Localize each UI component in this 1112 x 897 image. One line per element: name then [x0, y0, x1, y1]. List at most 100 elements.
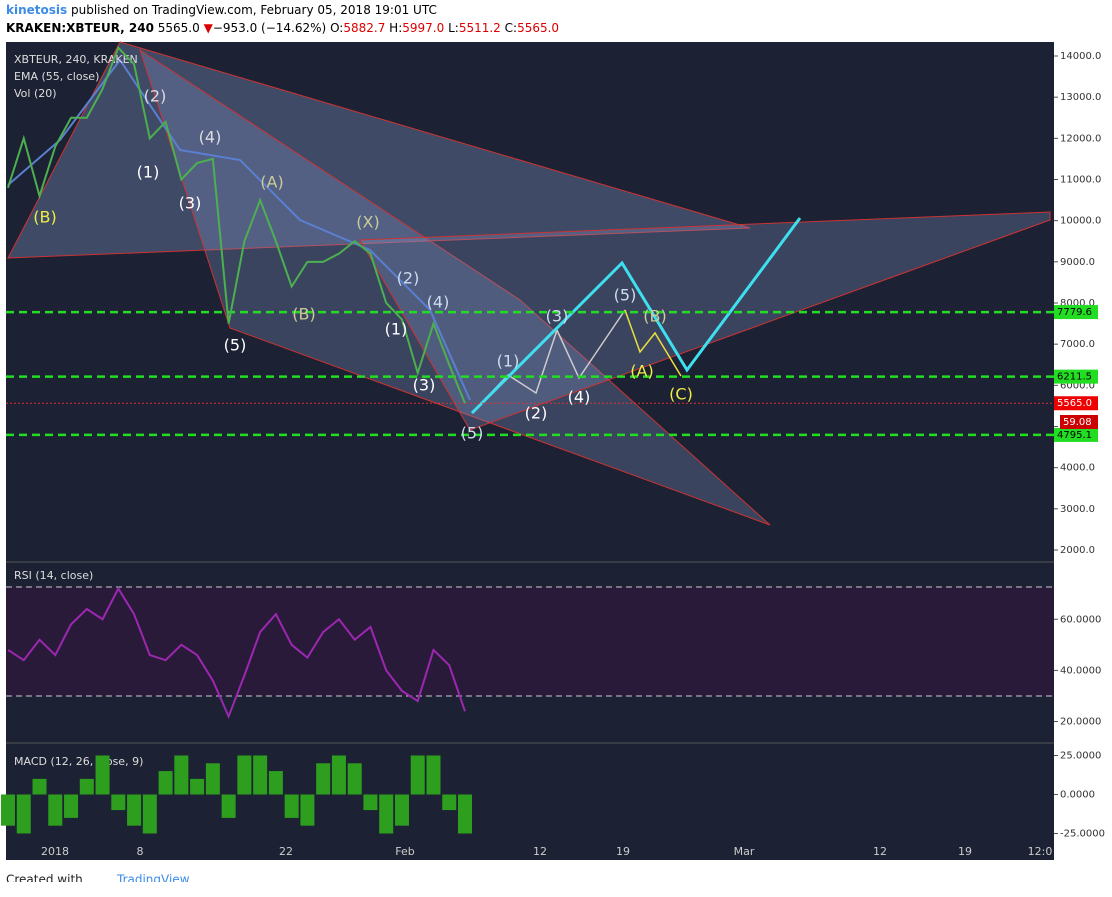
macd-bar — [158, 771, 173, 795]
macd-bar — [95, 755, 110, 795]
ohlc-key: C: — [504, 21, 518, 35]
x-tick-label: 2018 — [41, 845, 69, 858]
x-tick-label: Mar — [734, 845, 755, 858]
macd-bar — [253, 755, 268, 795]
channel — [139, 48, 771, 526]
y-tick-label: 0.0000 — [1060, 789, 1095, 800]
ohlc-key: L: — [448, 21, 459, 35]
published: published on TradingView.com, February 0… — [70, 3, 437, 17]
macd-bar — [379, 794, 394, 834]
macd-bar — [64, 794, 79, 818]
legend: XBTEUR, 240, KRAKEN — [14, 53, 138, 66]
footer: Created with — [6, 873, 83, 883]
x-tick-label: 12:0 — [1028, 845, 1053, 858]
macd-bar — [1, 794, 15, 826]
wave-label: (4) — [427, 293, 450, 312]
macd-bar — [426, 755, 441, 795]
y-tick-label: 9000.0 — [1060, 257, 1095, 268]
macd-bar — [190, 778, 205, 795]
y-tick-label: 6000.0 — [1060, 380, 1095, 391]
y-tick-label: 14000.0 — [1060, 51, 1101, 62]
author[interactable]: kinetosis — [6, 3, 68, 17]
macd-bar — [127, 794, 142, 826]
legend: Vol (20) — [14, 87, 57, 100]
y-tick-label: 7000.0 — [1060, 339, 1095, 350]
x-tick-label: 19 — [958, 845, 972, 858]
macd-bar — [268, 771, 283, 795]
arrow: ▼ — [203, 21, 213, 35]
macd-bar — [347, 763, 362, 795]
y-tick-label: 60.0000 — [1060, 614, 1101, 625]
ohlc-key: O: — [330, 21, 344, 35]
macd-bar — [331, 755, 346, 795]
wave-label: (5) — [614, 286, 637, 305]
macd-bar — [442, 794, 457, 811]
macd-bar — [142, 794, 157, 834]
projection — [624, 309, 682, 377]
last: 5565.0 — [157, 21, 200, 35]
ema — [7, 58, 471, 401]
wave-label: (B) — [33, 208, 56, 227]
y-tick-label: 13000.0 — [1060, 92, 1101, 103]
last-tag — [1054, 396, 1098, 411]
wave-label: (X) — [356, 213, 379, 232]
wave-label: (A) — [630, 362, 653, 381]
brand[interactable]: TradingView — [116, 873, 190, 883]
wave-label: (1) — [385, 320, 408, 339]
y-tick-label: 11000.0 — [1060, 175, 1101, 186]
macd-bar — [300, 794, 315, 826]
ohlc-value: 5882.7 — [343, 21, 386, 35]
macd-bar — [394, 794, 409, 826]
wave-label: (3) — [413, 376, 436, 395]
level-label: 4795.1 — [1057, 430, 1092, 441]
y-tick-label: 40.0000 — [1060, 665, 1101, 676]
legend: RSI (14, close) — [14, 569, 93, 582]
symbol: KRAKEN:XBTEUR, 240 — [6, 21, 154, 35]
chart: XBTEUR, 240, KRAKEN EMA (55, close) Vol … — [1, 41, 1112, 883]
axis-bg — [1054, 42, 1112, 860]
level-label: 6211.5 — [1057, 372, 1092, 383]
wave-label: (A) — [260, 173, 283, 192]
x-tick-label: 22 — [279, 845, 293, 858]
wave-label: (5) — [461, 424, 484, 443]
x-tick-label: 8 — [137, 845, 144, 858]
last-label: 5565.0 — [1057, 398, 1092, 409]
y-tick-label: 2000.0 — [1060, 545, 1095, 556]
ohlc-value: 5997.0 — [402, 21, 445, 35]
wave-label: (1) — [497, 352, 520, 371]
x-tick-label: 12 — [533, 845, 547, 858]
macd-bar — [205, 763, 220, 795]
wave-label: (C) — [669, 385, 693, 404]
ohlc: O:5882.7 H:5997.0 L:5511.2 C:5565.0 — [330, 21, 559, 35]
macd-bar — [32, 778, 47, 795]
level-tag — [1054, 369, 1098, 384]
projection-main — [470, 217, 802, 415]
y-tick-label: 20.0000 — [1060, 717, 1101, 728]
macd-bar — [111, 794, 126, 811]
macd-bar — [16, 794, 31, 834]
symbol-line: KRAKEN:XBTEUR, 240 5565.0 ▼−953.0 (−14.6… — [6, 21, 559, 35]
legend: MACD (12, 26, close, 9) — [14, 755, 143, 768]
y-tick-label: -25.0000 — [1060, 828, 1105, 839]
wave-label: (2) — [397, 269, 420, 288]
level-tag — [1054, 305, 1098, 320]
ohlc-value: 5565.0 — [517, 21, 560, 35]
macd-bar — [316, 763, 331, 795]
wave-label: (3) — [179, 194, 202, 213]
wave-label: (2) — [525, 404, 548, 423]
header-line: kinetosis published on TradingView.com, … — [6, 3, 437, 17]
ohlc-key: H: — [389, 21, 403, 35]
level-label: 7779.6 — [1057, 307, 1092, 318]
wave-label: (4) — [199, 128, 222, 147]
series-line — [7, 45, 466, 404]
macd-bar — [363, 794, 378, 811]
rsi-band — [6, 587, 1054, 696]
ohlc-value: 5511.2 — [458, 21, 501, 35]
wave-label: (5) — [224, 336, 247, 355]
change: −953.0 (−14.62%) — [212, 21, 327, 35]
macd-bar — [79, 778, 94, 795]
wave-label: (B) — [643, 307, 666, 326]
wave-label: (B) — [292, 305, 315, 324]
macd-bar — [174, 755, 189, 795]
